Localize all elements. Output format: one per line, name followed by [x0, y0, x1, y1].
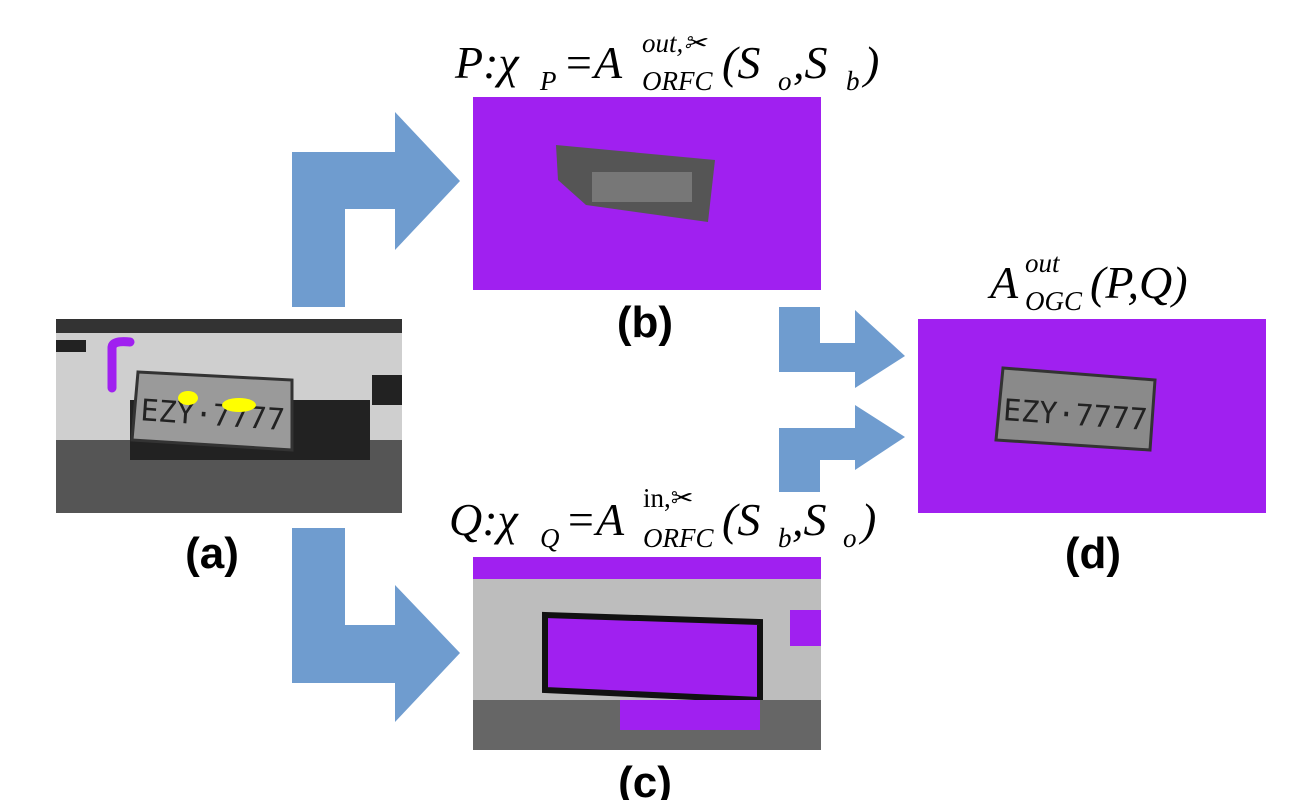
formula-b: P:χ P =A out,✂ ORFC (S o ,S b ) [454, 28, 879, 96]
formula-sub: o [843, 523, 857, 553]
arrows [292, 112, 905, 722]
label: (d) [1065, 529, 1121, 578]
formula-part: =A [565, 494, 625, 545]
formula-sub: OGC [1025, 286, 1083, 316]
formula-c: Q:χ Q =A in,✂ ORFC (S b ,S o ) [449, 483, 876, 553]
formula-sub: ORFC [642, 66, 713, 96]
formula-part: ) [861, 37, 879, 88]
arrow [779, 405, 905, 492]
formula-part: (S [722, 37, 760, 88]
formula-part: ,S [793, 37, 828, 88]
formula-part: ) [858, 494, 876, 545]
formula-sup: out,✂ [642, 28, 708, 58]
formula-sub: Q [540, 523, 560, 553]
formula-sub: b [846, 66, 860, 96]
formula-sup: in,✂ [643, 483, 693, 513]
formula-part: (P,Q) [1090, 257, 1188, 308]
formula-sub: P [539, 66, 557, 96]
image-b [473, 97, 821, 290]
formula-d: A out OGC (P,Q) [987, 248, 1188, 316]
image-c [473, 557, 821, 750]
arrow [292, 528, 460, 722]
formula-sup: out [1025, 248, 1061, 278]
image-d: EZY·7777 [918, 319, 1266, 513]
label: (b) [617, 298, 673, 347]
formula-sub: b [778, 523, 792, 553]
arrow [779, 307, 905, 388]
formula-part: (S [722, 494, 760, 545]
formula-part: P:χ [454, 37, 520, 88]
formula-part: A [987, 257, 1019, 308]
label: (c) [618, 758, 672, 800]
label: (a) [185, 529, 239, 578]
formula-sub: o [778, 66, 792, 96]
formula-part: =A [563, 37, 623, 88]
formula-part: Q:χ [449, 494, 520, 545]
arrow [292, 112, 460, 307]
formula-sub: ORFC [643, 523, 714, 553]
formula-part: ,S [792, 494, 827, 545]
image-a: EZY·7777 [56, 319, 402, 513]
